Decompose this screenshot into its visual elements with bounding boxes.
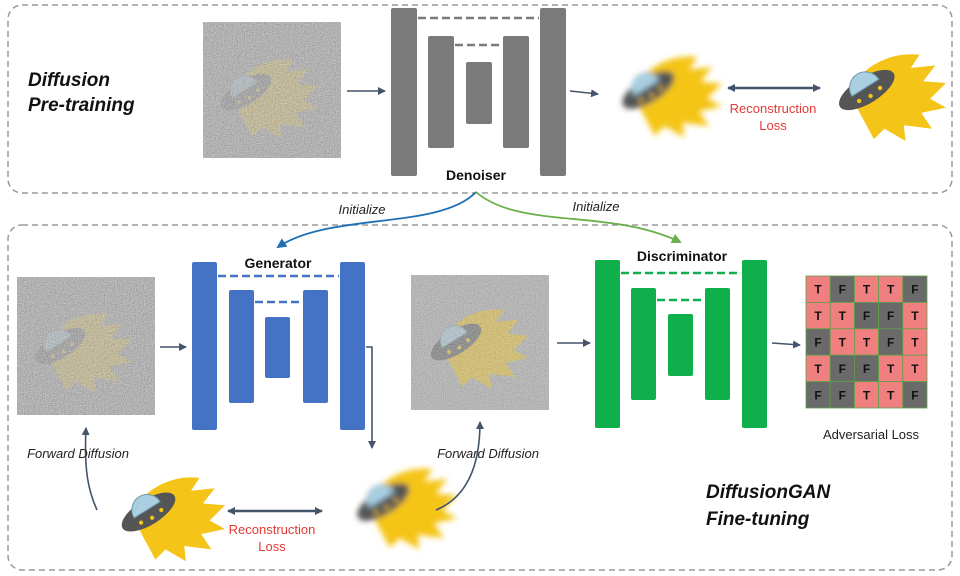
forward-diffusion-right-label: Forward Diffusion bbox=[437, 446, 539, 461]
grid-cell bbox=[829, 328, 855, 356]
noisy-input-left bbox=[17, 277, 155, 415]
grid-cell-label: T bbox=[863, 388, 871, 402]
grid-cell-label: F bbox=[911, 388, 918, 402]
grid-cell-label: F bbox=[839, 388, 846, 402]
denoiser-label: Denoiser bbox=[446, 167, 506, 183]
grid-cell-label: F bbox=[887, 309, 894, 323]
denoiser-unet bbox=[391, 8, 566, 176]
generator-label: Generator bbox=[245, 255, 312, 271]
grid-cell-label: T bbox=[839, 309, 847, 323]
generator-unet bbox=[192, 262, 365, 430]
finetuning-panel bbox=[7, 224, 953, 571]
clean-target-bottom bbox=[112, 476, 226, 562]
grid-cell bbox=[902, 328, 928, 356]
grid-cell-label: F bbox=[863, 309, 870, 323]
forward-diffusion-left-arrow bbox=[81, 427, 98, 511]
grid-cell bbox=[902, 275, 928, 303]
grid-cell-label: F bbox=[863, 362, 870, 376]
grid-cell-label: T bbox=[887, 283, 895, 297]
initialize-discriminator-label: Initialize bbox=[573, 199, 620, 214]
grid-cell-label: T bbox=[863, 336, 871, 350]
grid-cell bbox=[902, 354, 928, 383]
grid-cell-label: F bbox=[839, 362, 846, 376]
grid-cell-label: F bbox=[839, 283, 846, 297]
grid-cell bbox=[854, 301, 880, 330]
grid-cell bbox=[854, 275, 880, 303]
grid-cell-label: T bbox=[814, 283, 822, 297]
initialize-generator-label: Initialize bbox=[339, 202, 386, 217]
discriminator-label: Discriminator bbox=[637, 248, 728, 264]
clean-target-image bbox=[829, 53, 947, 142]
reconstruction-loss-top-line1: Reconstruction bbox=[730, 101, 817, 116]
grid-cell bbox=[854, 381, 880, 409]
finetuning-title-line2: Fine-tuning bbox=[706, 509, 810, 530]
grid-cell-label: T bbox=[887, 388, 895, 402]
blurry-output-bottom bbox=[348, 468, 458, 551]
grid-cell-label: T bbox=[911, 336, 919, 350]
grid-cell bbox=[805, 354, 831, 383]
grid-cell-label: T bbox=[839, 336, 847, 350]
grid-cell-label: F bbox=[887, 336, 894, 350]
grid-cell bbox=[805, 328, 831, 356]
grid-cell bbox=[902, 381, 928, 409]
grid-cell bbox=[805, 381, 831, 409]
grid-cell bbox=[878, 328, 904, 356]
grid-cell-label: T bbox=[814, 362, 822, 376]
initialize-generator-arrow bbox=[276, 191, 477, 249]
noisy-input-image bbox=[203, 22, 341, 158]
grid-cell-label: T bbox=[887, 362, 895, 376]
grid-cell-label: F bbox=[814, 388, 821, 402]
grid-cell bbox=[878, 275, 904, 303]
reconstruction-loss-top-line2: Loss bbox=[759, 118, 787, 133]
grid-cell bbox=[829, 354, 855, 383]
adversarial-loss-label: Adversarial Loss bbox=[823, 427, 920, 442]
grid-cell-label: F bbox=[814, 336, 821, 350]
grid-cell-label: T bbox=[911, 362, 919, 376]
reconstruction-loss-bottom-line2: Loss bbox=[258, 539, 286, 554]
pretraining-title-line1: Diffusion bbox=[28, 70, 110, 91]
grid-cell bbox=[829, 381, 855, 409]
initialize-discriminator-arrow bbox=[475, 191, 682, 244]
grid-cell-label: T bbox=[863, 283, 871, 297]
grid-cell-label: T bbox=[814, 309, 822, 323]
blurry-output-image bbox=[613, 56, 723, 139]
adversarial-grid: T F T T FT T F F TF T T F TT F F T TF F T T F bbox=[805, 275, 928, 409]
pretraining-title-line2: Pre-training bbox=[28, 95, 135, 116]
finetuning-title-line1: DiffusionGAN bbox=[706, 482, 831, 503]
discriminator-unet bbox=[595, 260, 767, 428]
arrow-discriminator-to-grid bbox=[771, 340, 801, 349]
reconstruction-loss-bottom-line1: Reconstruction bbox=[229, 522, 316, 537]
arrow-generator-to-output bbox=[366, 346, 376, 449]
grid-cell-label: F bbox=[911, 283, 918, 297]
forward-diffusion-right-arrow bbox=[435, 421, 484, 511]
arrow-denoiser-to-output bbox=[569, 89, 599, 98]
forward-diffusion-left-label: Forward Diffusion bbox=[27, 446, 129, 461]
grid-cell-label: T bbox=[911, 309, 919, 323]
noisy-input-right bbox=[411, 275, 549, 410]
grid-cell bbox=[878, 381, 904, 409]
